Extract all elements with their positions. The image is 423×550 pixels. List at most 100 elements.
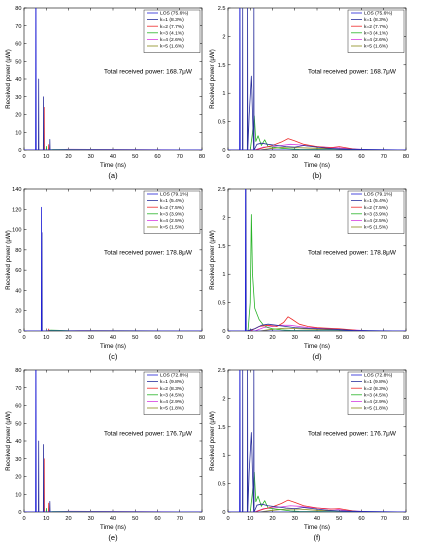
x-axis-label: Time (ns) — [304, 162, 330, 169]
legend-entry: k=4 (2.5%) — [364, 218, 388, 224]
y-tick-label: 0 — [18, 148, 21, 154]
y-tick-label: 2 — [222, 34, 225, 40]
x-tick-label: 60 — [358, 154, 364, 160]
legend-entry: k=2 (7.7%) — [364, 24, 388, 30]
legend-entry: k=3 (4.1%) — [160, 30, 184, 36]
y-tick-label: 10 — [15, 130, 21, 136]
series-line-2 — [228, 316, 406, 331]
legend-entry: k=4 (2.9%) — [364, 399, 388, 405]
series-group — [228, 370, 406, 512]
panel-label: (c) — [109, 352, 118, 361]
legend-entry: k=3 (3.9%) — [364, 211, 388, 217]
panel-label: (e) — [108, 533, 118, 542]
series-line-1 — [24, 440, 202, 512]
x-tick-label: 30 — [88, 335, 94, 341]
legend-entry: k=5 (1.5%) — [160, 225, 184, 231]
x-tick-label: 70 — [381, 335, 387, 341]
series-line-2 — [24, 328, 202, 331]
panel-label: (f) — [313, 533, 321, 542]
x-tick-label: 0 — [226, 335, 229, 341]
x-tick-label: 40 — [110, 154, 116, 160]
legend-entry: LOS (79.1%) — [364, 192, 393, 198]
legend-entry: LOS (72.8%) — [160, 373, 189, 379]
legend: LOS (72.8%)k=1 (9.8%)k=2 (8.3%)k=3 (4.5%… — [347, 371, 405, 415]
series-group — [228, 189, 406, 331]
chart-panel-a: 0 10 20 30 40 50 60 70 80 0 10 20 30 40 50 60 70 80 Time (… — [5, 6, 205, 180]
x-tick-label: 30 — [292, 516, 298, 522]
total-power-annotation: Total received power: 176.7μW — [308, 430, 397, 437]
y-tick-label: 1 — [222, 272, 225, 278]
x-tick-label: 60 — [154, 335, 160, 341]
y-tick-label: 0 — [222, 510, 225, 516]
x-tick-label: 10 — [43, 335, 49, 341]
y-tick-label: 80 — [15, 248, 21, 254]
legend-entry: k=5 (1.8%) — [160, 406, 184, 412]
x-tick-label: 0 — [22, 154, 25, 160]
legend-entry: k=2 (7.5%) — [160, 205, 184, 211]
panel-label: (a) — [108, 171, 118, 180]
x-tick-label: 40 — [110, 335, 116, 341]
y-tick-label: 2.5 — [218, 187, 226, 193]
legend-entry: LOS (75.6%) — [364, 11, 393, 17]
legend-entry: k=1 (5.4%) — [160, 198, 184, 204]
x-tick-label: 80 — [403, 154, 409, 160]
x-tick-label: 40 — [314, 154, 320, 160]
series-group — [24, 8, 202, 150]
x-tick-label: 60 — [358, 516, 364, 522]
x-tick-label: 70 — [177, 335, 183, 341]
legend-entry: k=1 (9.8%) — [160, 379, 184, 385]
x-tick-label: 50 — [336, 335, 342, 341]
x-tick-label: 0 — [22, 516, 25, 522]
x-axis-label: Time (ns) — [304, 343, 330, 350]
series-line-2 — [228, 138, 406, 150]
x-tick-label: 0 — [226, 516, 229, 522]
series-line-1 — [228, 8, 406, 150]
legend-entry: k=4 (2.5%) — [160, 218, 184, 224]
series-group — [228, 8, 406, 150]
y-axis-label: Received power (μW) — [5, 49, 12, 109]
total-power-annotation: Total received power: 178.8μW — [308, 249, 397, 256]
x-tick-label: 20 — [65, 154, 71, 160]
x-tick-label: 30 — [88, 154, 94, 160]
legend-entry: k=4 (2.6%) — [364, 37, 388, 43]
legend-entry: k=5 (1.8%) — [364, 406, 388, 412]
series-group — [24, 370, 202, 512]
y-tick-label: 20 — [15, 309, 21, 315]
y-tick-label: 0 — [222, 148, 225, 154]
series-line-1 — [228, 189, 406, 331]
legend-box — [347, 190, 405, 234]
x-axis-label: Time (ns) — [100, 162, 126, 169]
x-tick-label: 70 — [177, 154, 183, 160]
x-axis-label: Time (ns) — [100, 524, 126, 531]
legend-entry: k=5 (1.6%) — [364, 44, 388, 50]
y-tick-label: 20 — [15, 113, 21, 119]
y-tick-label: 2 — [222, 215, 225, 221]
legend-entry: k=3 (3.9%) — [160, 211, 184, 217]
legend: LOS (79.1%)k=1 (5.4%)k=2 (7.5%)k=3 (3.9%… — [143, 190, 201, 234]
legend-entry: k=1 (8.3%) — [364, 17, 388, 23]
legend-box — [347, 371, 405, 415]
series-line-0 — [24, 206, 202, 331]
chart-panel-d: 0 10 20 30 40 50 60 70 80 0 0.5 1 1.5 2 2.5 Time (ns) Re… — [209, 187, 409, 361]
legend-entry: k=2 (8.3%) — [364, 386, 388, 392]
legend-entry: k=2 (8.3%) — [160, 386, 184, 392]
x-tick-label: 10 — [43, 154, 49, 160]
y-tick-label: 1.5 — [218, 425, 226, 431]
y-tick-label: 0.5 — [218, 301, 226, 307]
legend-entry: k=1 (9.8%) — [364, 379, 388, 385]
legend-entry: LOS (79.1%) — [160, 192, 189, 198]
x-axis-label: Time (ns) — [304, 524, 330, 531]
series-line-1 — [24, 78, 202, 150]
legend-box — [143, 190, 201, 234]
chart-panel-e: 0 10 20 30 40 50 60 70 80 0 10 20 30 40 50 60 70 80 Time (… — [5, 368, 205, 542]
legend-entry: LOS (75.6%) — [160, 11, 189, 17]
x-tick-label: 10 — [247, 516, 253, 522]
y-tick-label: 2.5 — [218, 6, 226, 12]
legend-entry: k=4 (2.9%) — [160, 399, 184, 405]
series-line-3 — [24, 508, 202, 512]
panel-label: (d) — [312, 352, 322, 361]
x-tick-label: 70 — [177, 516, 183, 522]
legend-entry: k=5 (1.6%) — [160, 44, 184, 50]
y-tick-label: 80 — [15, 368, 21, 374]
y-tick-label: 60 — [15, 42, 21, 48]
